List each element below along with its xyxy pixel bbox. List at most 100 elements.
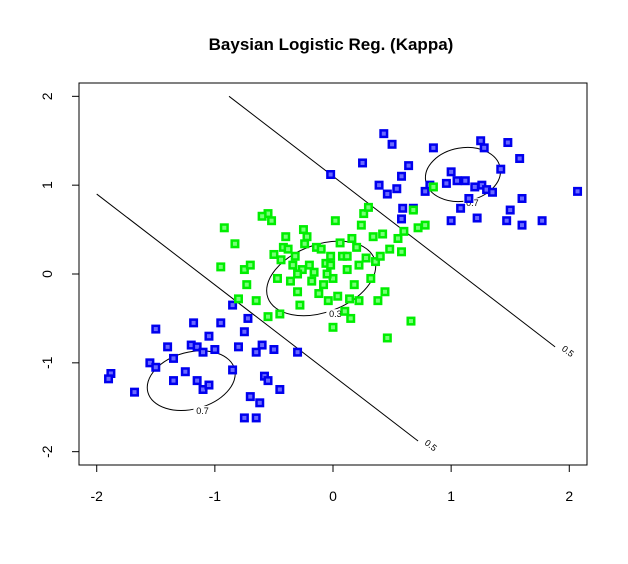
data-point [323,296,333,306]
y-axis: -2 -1 0 1 2 [39,92,80,458]
data-point [245,260,255,270]
data-point [354,260,364,270]
x-axis: -2 -1 0 1 2 [90,464,573,504]
data-point [441,178,451,188]
data-point [251,347,261,357]
data-point [319,280,329,290]
data-point [479,143,489,153]
x-tick-label: -2 [90,488,103,504]
x-tick-label: -1 [209,488,222,504]
data-point [330,216,340,226]
data-point [398,203,408,213]
contour-label: 0.5 [560,344,576,360]
data-point [198,347,208,357]
data-point [374,180,384,190]
data-point [228,300,238,310]
data-point [408,205,418,215]
contour-label: 0.7 [196,406,209,416]
data-point [304,260,314,270]
data-point [354,296,364,306]
data-point [328,322,338,332]
data-point [361,253,371,263]
data-point [204,380,214,390]
data-point [239,327,249,337]
data-point [233,294,243,304]
data-point [382,189,392,199]
data-point [359,209,369,219]
data-point [189,318,199,328]
x-tick-label: 1 [447,488,455,504]
data-point [340,306,350,316]
data-point [375,251,385,261]
data-point [251,296,261,306]
data-point [342,251,352,261]
data-point [537,216,547,226]
data-point [428,182,438,192]
data-point [368,232,378,242]
data-point [371,257,381,267]
data-point [345,294,355,304]
data-point [269,249,279,259]
data-point [281,232,291,242]
contour-label-bg [193,406,212,417]
data-point [298,225,308,235]
data-point [399,226,409,236]
data-point [378,229,388,239]
y-tick-label: -2 [39,445,55,458]
data-point [326,260,336,270]
contour-label: 0.5 [423,438,439,454]
data-point [487,187,497,197]
data-point [446,216,456,226]
data-point [307,276,317,286]
data-point [263,312,273,322]
data-point [293,269,303,279]
data-point [239,413,249,423]
data-point [263,376,273,386]
data-point [269,345,279,355]
data-point [452,176,462,186]
data-point [380,287,390,297]
contour-ellipse [146,350,236,411]
data-point [333,291,343,301]
data-point [275,384,285,394]
data-point [515,154,525,164]
y-tick-label: 1 [39,181,55,189]
data-point [204,331,214,341]
data-point [326,251,336,261]
data-point [228,365,238,375]
data-point [397,214,407,224]
data-point [151,362,161,372]
contour-label-bg [463,198,482,209]
data-point [288,260,298,270]
data-point [104,374,114,384]
data-point [382,333,392,343]
chart-title: Baysian Logistic Reg. (Kappa) [209,35,454,54]
data-point [456,203,466,213]
data-point [373,296,383,306]
data-point [356,220,366,230]
data-point [404,161,414,171]
data-point [385,244,395,254]
data-point [314,289,324,299]
data-point [272,273,282,283]
data-point [406,316,416,326]
data-point [342,265,352,275]
data-point [352,242,362,252]
data-point [151,324,161,334]
data-point [257,211,267,221]
data-point [502,216,512,226]
data-point [464,193,474,203]
y-tick-label: 2 [39,92,55,100]
x-tick-label: 2 [565,488,573,504]
data-point [283,244,293,254]
data-point [428,143,438,153]
data-point [363,202,373,212]
data-point [290,251,300,261]
data-point [446,167,456,177]
contour-label: 0.3 [329,309,342,319]
data-point [216,262,226,272]
data-point [358,158,368,168]
data-point [295,300,305,310]
data-point [275,309,285,319]
